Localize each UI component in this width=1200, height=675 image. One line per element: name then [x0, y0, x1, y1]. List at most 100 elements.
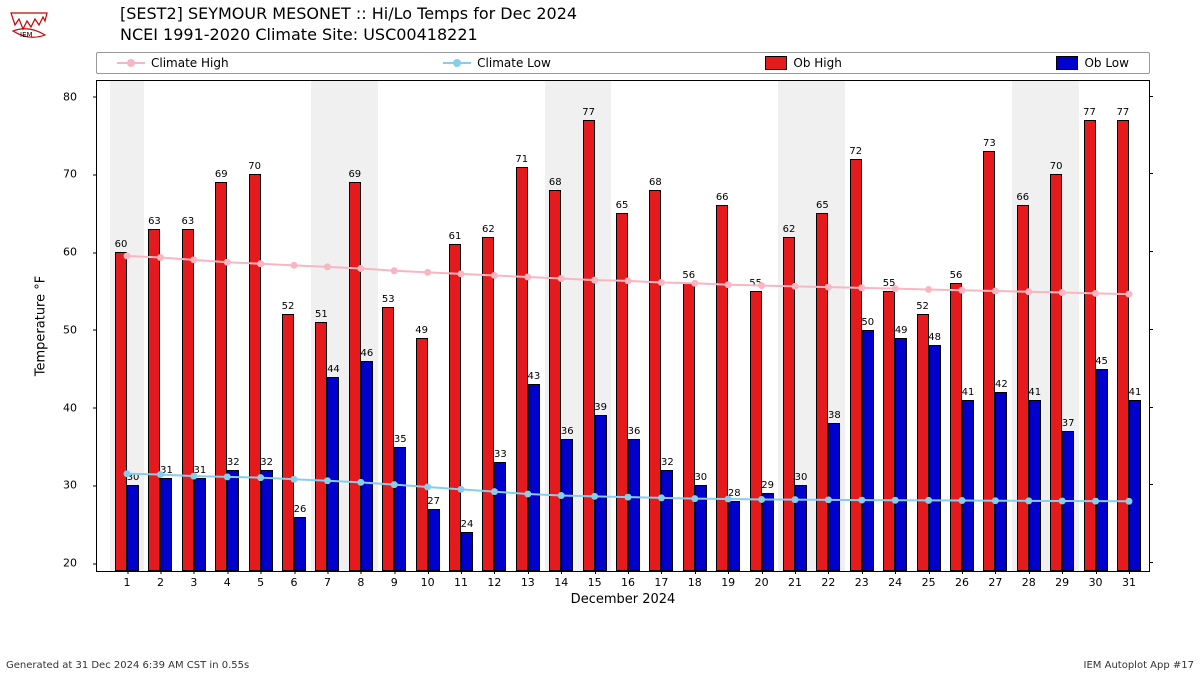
bar-ob-low: [461, 532, 473, 571]
x-tick: 4: [224, 576, 231, 589]
bar-label-high: 66: [1016, 192, 1029, 203]
y-tick: 50: [63, 323, 77, 336]
bar-label-low: 30: [694, 472, 707, 483]
bar-label-low: 38: [828, 410, 841, 421]
bar-ob-low: [294, 517, 306, 571]
y-axis-label: Temperature °F: [34, 276, 49, 376]
bar-label-high: 53: [382, 294, 395, 305]
bar-ob-low: [661, 470, 673, 571]
bar-ob-high: [583, 120, 595, 571]
bar-label-low: 49: [895, 325, 908, 336]
bar-ob-low: [762, 493, 774, 571]
x-tick: 17: [654, 576, 668, 589]
x-tick: 5: [257, 576, 264, 589]
bar-label-low: 36: [628, 426, 641, 437]
y-tick: 20: [63, 557, 77, 570]
bar-label-high: 71: [515, 154, 528, 165]
legend-line-climate-high: [117, 62, 145, 64]
bar-ob-low: [628, 439, 640, 571]
bar-label-high: 62: [482, 224, 495, 235]
bar-ob-high: [349, 182, 361, 571]
bar-ob-low: [327, 377, 339, 571]
bar-label-low: 39: [594, 402, 607, 413]
bar-label-high: 69: [215, 169, 228, 180]
bar-ob-high: [549, 190, 561, 571]
bar-ob-low: [561, 439, 573, 571]
x-tick: 15: [588, 576, 602, 589]
bar-label-high: 65: [616, 200, 629, 211]
bar-label-low: 32: [260, 457, 273, 468]
bar-ob-low: [962, 400, 974, 571]
bar-ob-high: [1084, 120, 1096, 571]
bar-label-low: 41: [1129, 387, 1142, 398]
bar-label-low: 36: [561, 426, 574, 437]
bar-ob-high: [783, 237, 795, 571]
bar-ob-low: [1129, 400, 1141, 571]
bar-ob-low: [127, 485, 139, 571]
bar-label-high: 70: [248, 161, 261, 172]
title-line-1: [SEST2] SEYMOUR MESONET :: Hi/Lo Temps f…: [120, 4, 577, 25]
bar-label-high: 63: [148, 216, 161, 227]
x-tick: 27: [988, 576, 1002, 589]
bar-label-low: 26: [294, 504, 307, 515]
bar-label-low: 41: [1028, 387, 1041, 398]
bar-label-low: 29: [761, 480, 774, 491]
legend-label: Ob High: [793, 56, 841, 70]
x-tick: 25: [922, 576, 936, 589]
bar-label-high: 77: [1083, 107, 1096, 118]
bar-label-high: 56: [950, 270, 963, 281]
bar-label-low: 44: [327, 364, 340, 375]
x-tick: 13: [521, 576, 535, 589]
bar-ob-high: [850, 159, 862, 571]
legend-swatch-ob-low: [1056, 56, 1078, 70]
bar-ob-high: [449, 244, 461, 571]
bar-label-high: 62: [783, 224, 796, 235]
x-tick: 6: [291, 576, 298, 589]
x-tick: 29: [1055, 576, 1069, 589]
x-tick: 11: [454, 576, 468, 589]
bar-label-high: 69: [348, 169, 361, 180]
bar-ob-high: [683, 283, 695, 571]
x-tick: 16: [621, 576, 635, 589]
bar-label-low: 31: [160, 465, 173, 476]
x-tick: 20: [755, 576, 769, 589]
bar-label-high: 65: [816, 200, 829, 211]
legend-climate-high: Climate High: [117, 56, 229, 70]
bar-ob-low: [394, 447, 406, 571]
title-line-2: NCEI 1991-2020 Climate Site: USC00418221: [120, 25, 577, 46]
x-tick: 23: [855, 576, 869, 589]
bar-ob-low: [160, 478, 172, 571]
bar-label-low: 31: [193, 465, 206, 476]
bar-label-high: 77: [1117, 107, 1130, 118]
bar-label-high: 72: [849, 146, 862, 157]
bar-ob-low: [795, 485, 807, 571]
bar-ob-high: [249, 174, 261, 571]
bar-ob-low: [995, 392, 1007, 571]
bar-ob-low: [261, 470, 273, 571]
x-tick: 21: [788, 576, 802, 589]
footer-generated: Generated at 31 Dec 2024 6:39 AM CST in …: [6, 660, 249, 671]
x-tick: 24: [888, 576, 902, 589]
x-tick: 30: [1089, 576, 1103, 589]
y-tick-right: [1149, 173, 1153, 174]
x-tick: 7: [324, 576, 331, 589]
bar-ob-high: [282, 314, 294, 571]
bar-ob-low: [227, 470, 239, 571]
x-tick: 18: [688, 576, 702, 589]
legend-climate-low: Climate Low: [443, 56, 551, 70]
bar-label-low: 28: [728, 488, 741, 499]
legend-ob-high: Ob High: [765, 56, 841, 70]
svg-text:IEM: IEM: [20, 31, 33, 39]
bar-ob-low: [494, 462, 506, 571]
x-tick: 14: [554, 576, 568, 589]
bar-label-low: 32: [661, 457, 674, 468]
bar-ob-low: [1096, 369, 1108, 571]
x-tick: 3: [190, 576, 197, 589]
bar-label-low: 43: [527, 371, 540, 382]
bar-ob-high: [716, 205, 728, 571]
y-tick-right: [1149, 562, 1153, 563]
legend-label: Ob Low: [1084, 56, 1129, 70]
bar-label-high: 56: [682, 270, 695, 281]
x-tick: 8: [357, 576, 364, 589]
x-tick: 12: [487, 576, 501, 589]
